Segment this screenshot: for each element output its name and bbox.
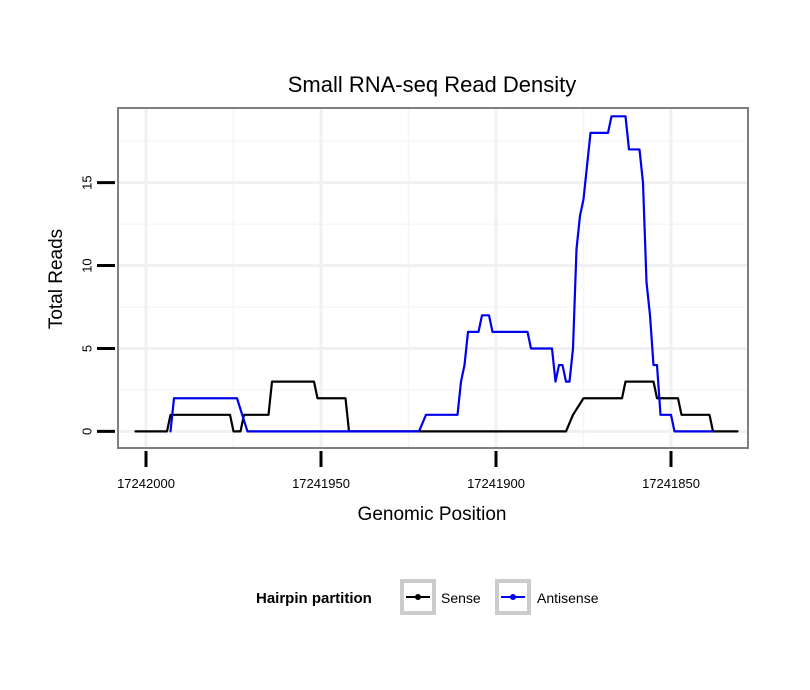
axes: 0 5 10 15 17242000 17241950 17241900 17241850 [79,175,699,491]
x-tick-label: 17241900 [467,476,525,491]
y-tick-label: 5 [79,345,94,352]
legend-key-point-sense [415,594,421,600]
y-axis-title: Total Reads [46,229,67,329]
x-tick-label: 17241850 [642,476,700,491]
legend-label-sense: Sense [441,590,481,606]
grid-lines [118,108,748,448]
x-axis-title: Genomic Position [358,504,507,525]
series-line-antisense [169,115,715,433]
plot-panel-background [118,108,748,448]
x-tick-label: 17241950 [292,476,350,491]
y-tick-label: 10 [79,258,94,272]
legend-label-antisense: Antisense [537,590,599,606]
y-tick-label: 15 [79,175,94,189]
legend-key-point-antisense [510,594,516,600]
x-tick-label: 17242000 [117,476,175,491]
chart-title: Small RNA-seq Read Density [288,72,577,97]
legend-title: Hairpin partition [256,590,372,607]
series-lines [134,115,739,433]
plot-panel-border [117,107,749,449]
y-tick-label: 0 [79,428,94,435]
legend: Hairpin partition Sense Antisense [256,579,599,615]
